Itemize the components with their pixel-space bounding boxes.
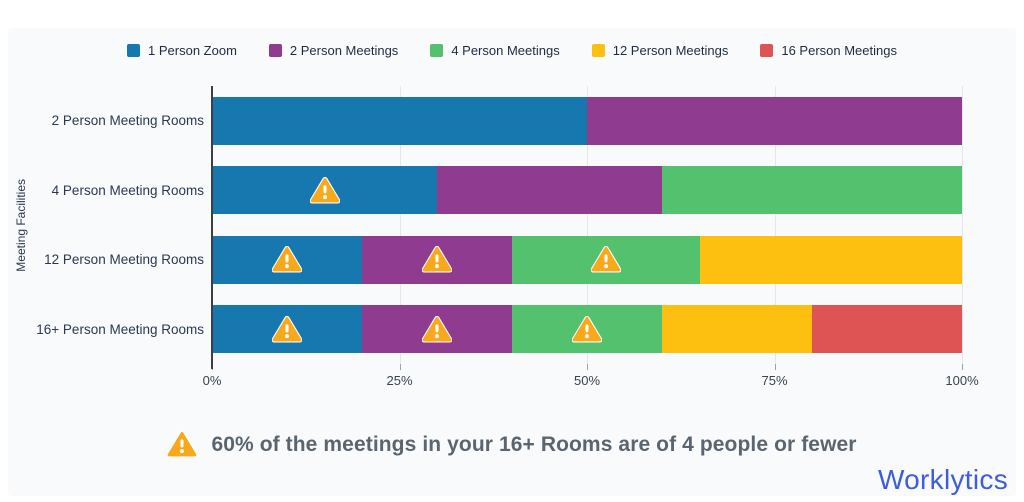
bar-segment bbox=[212, 235, 362, 284]
bar-segment bbox=[812, 305, 962, 353]
x-axis-tick bbox=[774, 364, 776, 370]
legend-label: 4 Person Meetings bbox=[451, 43, 560, 58]
x-axis-tick bbox=[587, 364, 588, 370]
stacked-bar bbox=[212, 166, 962, 214]
x-axis-tick bbox=[962, 364, 963, 370]
gridline bbox=[962, 86, 963, 364]
legend-item: 2 Person Meetings bbox=[268, 43, 399, 58]
warning-triangle-icon bbox=[309, 176, 340, 204]
gridline bbox=[399, 86, 401, 364]
category-label: 12 Person Meeting Rooms bbox=[44, 252, 204, 268]
chart-row bbox=[212, 156, 962, 226]
warning-triangle-icon bbox=[590, 246, 621, 273]
bar-segment bbox=[699, 235, 962, 284]
legend-item: 16 Person Meetings bbox=[760, 43, 897, 58]
category-label: 16+ Person Meeting Rooms bbox=[36, 321, 204, 337]
chart-row bbox=[212, 86, 962, 156]
warning-triangle-icon bbox=[422, 315, 452, 343]
legend: 1 Person Zoom 2 Person Meetings 4 Person M… bbox=[0, 43, 1024, 58]
y-axis-line bbox=[211, 86, 213, 369]
legend-color-swatch bbox=[127, 44, 141, 57]
legend-item: 1 Person Zoom bbox=[127, 43, 237, 58]
annotation-text: 60% of the meetings in your 16+ Rooms ar… bbox=[211, 432, 857, 456]
bar-segment bbox=[212, 166, 437, 214]
bar-segment bbox=[512, 235, 700, 284]
bar-segment bbox=[212, 305, 362, 353]
chart-row bbox=[212, 295, 962, 365]
legend-label: 2 Person Meetings bbox=[289, 43, 399, 58]
x-axis-tick bbox=[399, 364, 401, 370]
warning-triangle-icon bbox=[572, 315, 602, 343]
warning-triangle-icon bbox=[167, 431, 198, 458]
annotation-warning-icon-slot bbox=[167, 431, 198, 458]
legend-color-swatch bbox=[591, 44, 605, 57]
stacked-bar bbox=[212, 96, 962, 145]
bar-segment bbox=[662, 166, 962, 214]
legend-item: 12 Person Meetings bbox=[591, 43, 729, 58]
bar-segment bbox=[212, 96, 587, 145]
bar-segment bbox=[512, 305, 662, 353]
stacked-bar bbox=[212, 235, 962, 284]
legend-label: 12 Person Meetings bbox=[612, 43, 729, 58]
gridline bbox=[587, 86, 588, 364]
legend-label: 16 Person Meetings bbox=[781, 43, 897, 58]
x-tick-label: 0% bbox=[202, 373, 222, 388]
warning-triangle-icon bbox=[422, 246, 452, 273]
gridline bbox=[774, 86, 776, 364]
legend-item: 4 Person Meetings bbox=[430, 43, 560, 58]
legend-color-swatch bbox=[760, 44, 774, 57]
category-label: 2 Person Meeting Rooms bbox=[51, 113, 204, 129]
warning-triangle-icon bbox=[272, 315, 302, 343]
category-labels: 2 Person Meeting Rooms 4 Person Meeting R… bbox=[0, 86, 204, 364]
bar-segment bbox=[362, 305, 512, 353]
x-tick-label: 50% bbox=[573, 373, 601, 388]
plot-area: 0% 25% 50% 75% 100% bbox=[203, 86, 979, 388]
category-label: 4 Person Meeting Rooms bbox=[51, 182, 204, 198]
x-tick-label: 25% bbox=[386, 373, 413, 388]
warning-triangle-icon bbox=[272, 246, 302, 273]
legend-color-swatch bbox=[430, 44, 444, 57]
legend-color-swatch bbox=[268, 44, 282, 57]
annotation: 60% of the meetings in your 16+ Rooms ar… bbox=[0, 431, 1024, 458]
bar-segment bbox=[587, 96, 962, 145]
x-tick-label: 100% bbox=[945, 373, 979, 388]
bar-segment bbox=[362, 235, 512, 284]
chart-row bbox=[212, 225, 962, 295]
bar-segment bbox=[437, 166, 662, 214]
x-tick-label: 75% bbox=[761, 373, 788, 388]
stacked-bar bbox=[212, 305, 962, 353]
bar-segment bbox=[662, 305, 812, 353]
worklytics-logo: Worklytics bbox=[877, 464, 1008, 495]
legend-label: 1 Person Zoom bbox=[148, 43, 237, 58]
